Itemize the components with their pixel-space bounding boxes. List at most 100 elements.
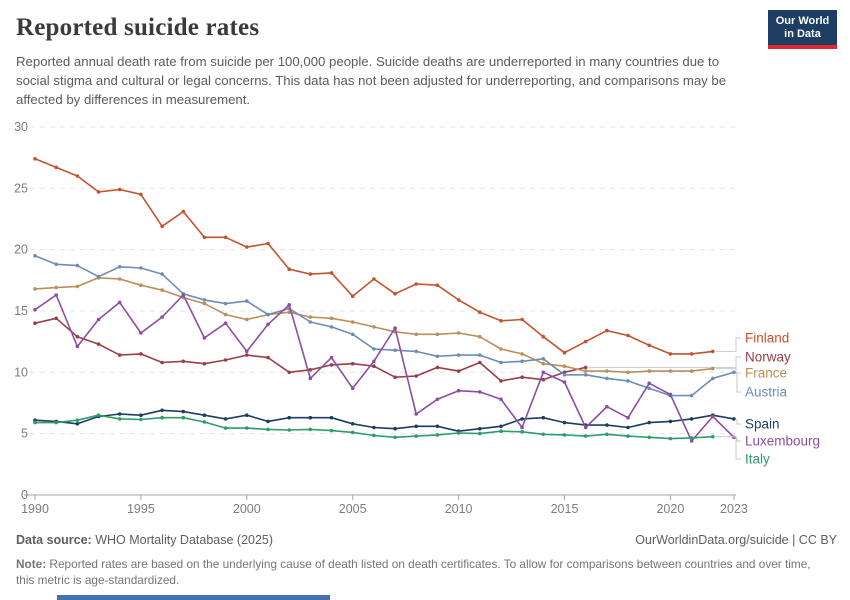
data-point-norway: [583, 365, 588, 370]
data-point-luxembourg: [478, 390, 482, 394]
data-point-austria: [223, 301, 228, 306]
data-point-spain: [541, 415, 546, 420]
data-point-france: [287, 310, 292, 315]
data-point-france: [202, 301, 207, 306]
data-point-norway: [456, 369, 461, 373]
legend-label-norway[interactable]: Norway: [745, 350, 791, 365]
data-point-luxembourg: [287, 303, 292, 307]
data-point-austria: [54, 262, 58, 267]
data-point-luxembourg: [583, 425, 588, 430]
data-point-spain: [478, 426, 482, 431]
data-point-italy: [605, 432, 609, 437]
data-point-austria: [329, 325, 334, 329]
data-point-finland: [583, 339, 588, 344]
chart-note: Note: Reported rates are based on the un…: [16, 556, 828, 588]
x-tick-label-2020: 2020: [656, 502, 684, 516]
data-point-luxembourg: [33, 307, 37, 312]
data-point-spain: [372, 425, 376, 430]
data-point-france: [33, 287, 37, 291]
data-point-france: [435, 332, 440, 337]
data-point-france: [541, 361, 546, 366]
data-point-italy: [626, 434, 630, 438]
data-point-finland: [520, 317, 524, 322]
data-point-austria: [266, 312, 270, 317]
data-point-luxembourg: [350, 386, 355, 391]
data-point-luxembourg: [732, 435, 736, 440]
data-point-italy: [541, 432, 546, 437]
data-point-finland: [287, 267, 292, 272]
data-point-finland: [245, 245, 249, 249]
data-point-norway: [33, 321, 37, 326]
data-point-luxembourg: [605, 404, 609, 409]
data-point-norway: [96, 342, 101, 346]
data-point-austria: [202, 298, 207, 302]
legend-label-austria[interactable]: Austria: [745, 385, 788, 400]
data-point-spain: [414, 424, 419, 429]
legend-label-france[interactable]: France: [745, 366, 787, 381]
owid-logo-line1: Our World: [775, 15, 830, 27]
data-point-france: [499, 347, 503, 351]
legend-label-finland[interactable]: Finland: [745, 331, 789, 346]
data-point-norway: [414, 374, 419, 378]
series-austria: Austria: [33, 253, 788, 400]
data-point-finland: [605, 328, 609, 333]
data-point-italy: [393, 435, 397, 440]
data-point-luxembourg: [668, 392, 673, 397]
data-point-spain: [245, 413, 249, 418]
data-point-finland: [711, 349, 715, 354]
legend-label-spain[interactable]: Spain: [745, 417, 780, 432]
data-point-norway: [245, 353, 249, 357]
data-point-luxembourg: [160, 315, 164, 319]
owid-logo[interactable]: Our World in Data: [768, 10, 837, 49]
data-point-luxembourg: [711, 414, 715, 419]
x-tick-label-1995: 1995: [127, 502, 155, 516]
data-point-austria: [647, 386, 651, 391]
data-point-finland: [414, 282, 419, 286]
data-point-finland: [202, 235, 207, 240]
series-line-spain: [34, 409, 735, 433]
legend-leader-finland: [715, 337, 741, 352]
data-point-luxembourg: [393, 326, 397, 330]
data-point-italy: [372, 433, 376, 438]
legend-label-italy[interactable]: Italy: [745, 452, 770, 467]
data-point-finland: [329, 271, 334, 275]
data-point-norway: [435, 365, 440, 370]
data-point-norway: [160, 360, 164, 365]
data-point-norway: [350, 361, 355, 366]
data-point-france: [139, 283, 143, 288]
data-point-italy: [266, 427, 270, 432]
data-point-france: [583, 369, 588, 373]
data-point-italy: [329, 428, 334, 433]
data-point-austria: [245, 299, 249, 303]
y-tick-label-10: 10: [14, 365, 28, 379]
data-point-norway: [499, 379, 503, 383]
data-point-spain: [689, 417, 694, 421]
license-link[interactable]: OurWorldinData.org/suicide | CC BY: [635, 533, 837, 547]
data-point-italy: [202, 420, 207, 424]
y-tick-label-5: 5: [21, 427, 28, 441]
data-point-italy: [499, 429, 503, 434]
data-point-norway: [372, 364, 376, 369]
data-point-spain: [626, 425, 630, 430]
data-point-austria: [689, 393, 694, 398]
data-point-norway: [202, 361, 207, 366]
data-point-spain: [393, 426, 397, 431]
x-tick-label-2005: 2005: [339, 502, 367, 516]
data-point-luxembourg: [562, 380, 567, 384]
bottom-blue-bar: [57, 595, 330, 600]
data-point-spain: [139, 413, 143, 418]
series-finland: Finland: [33, 157, 789, 356]
data-point-france: [456, 331, 461, 335]
data-point-italy: [33, 420, 37, 425]
data-point-finland: [393, 292, 397, 296]
data-point-spain: [160, 408, 164, 413]
data-point-italy: [223, 426, 228, 430]
legend-label-luxembourg[interactable]: Luxembourg: [745, 434, 820, 449]
data-point-italy: [711, 434, 715, 439]
data-point-finland: [626, 333, 630, 338]
data-point-austria: [499, 360, 503, 365]
data-point-austria: [541, 357, 546, 361]
data-point-italy: [75, 418, 80, 423]
data-point-norway: [75, 334, 80, 339]
